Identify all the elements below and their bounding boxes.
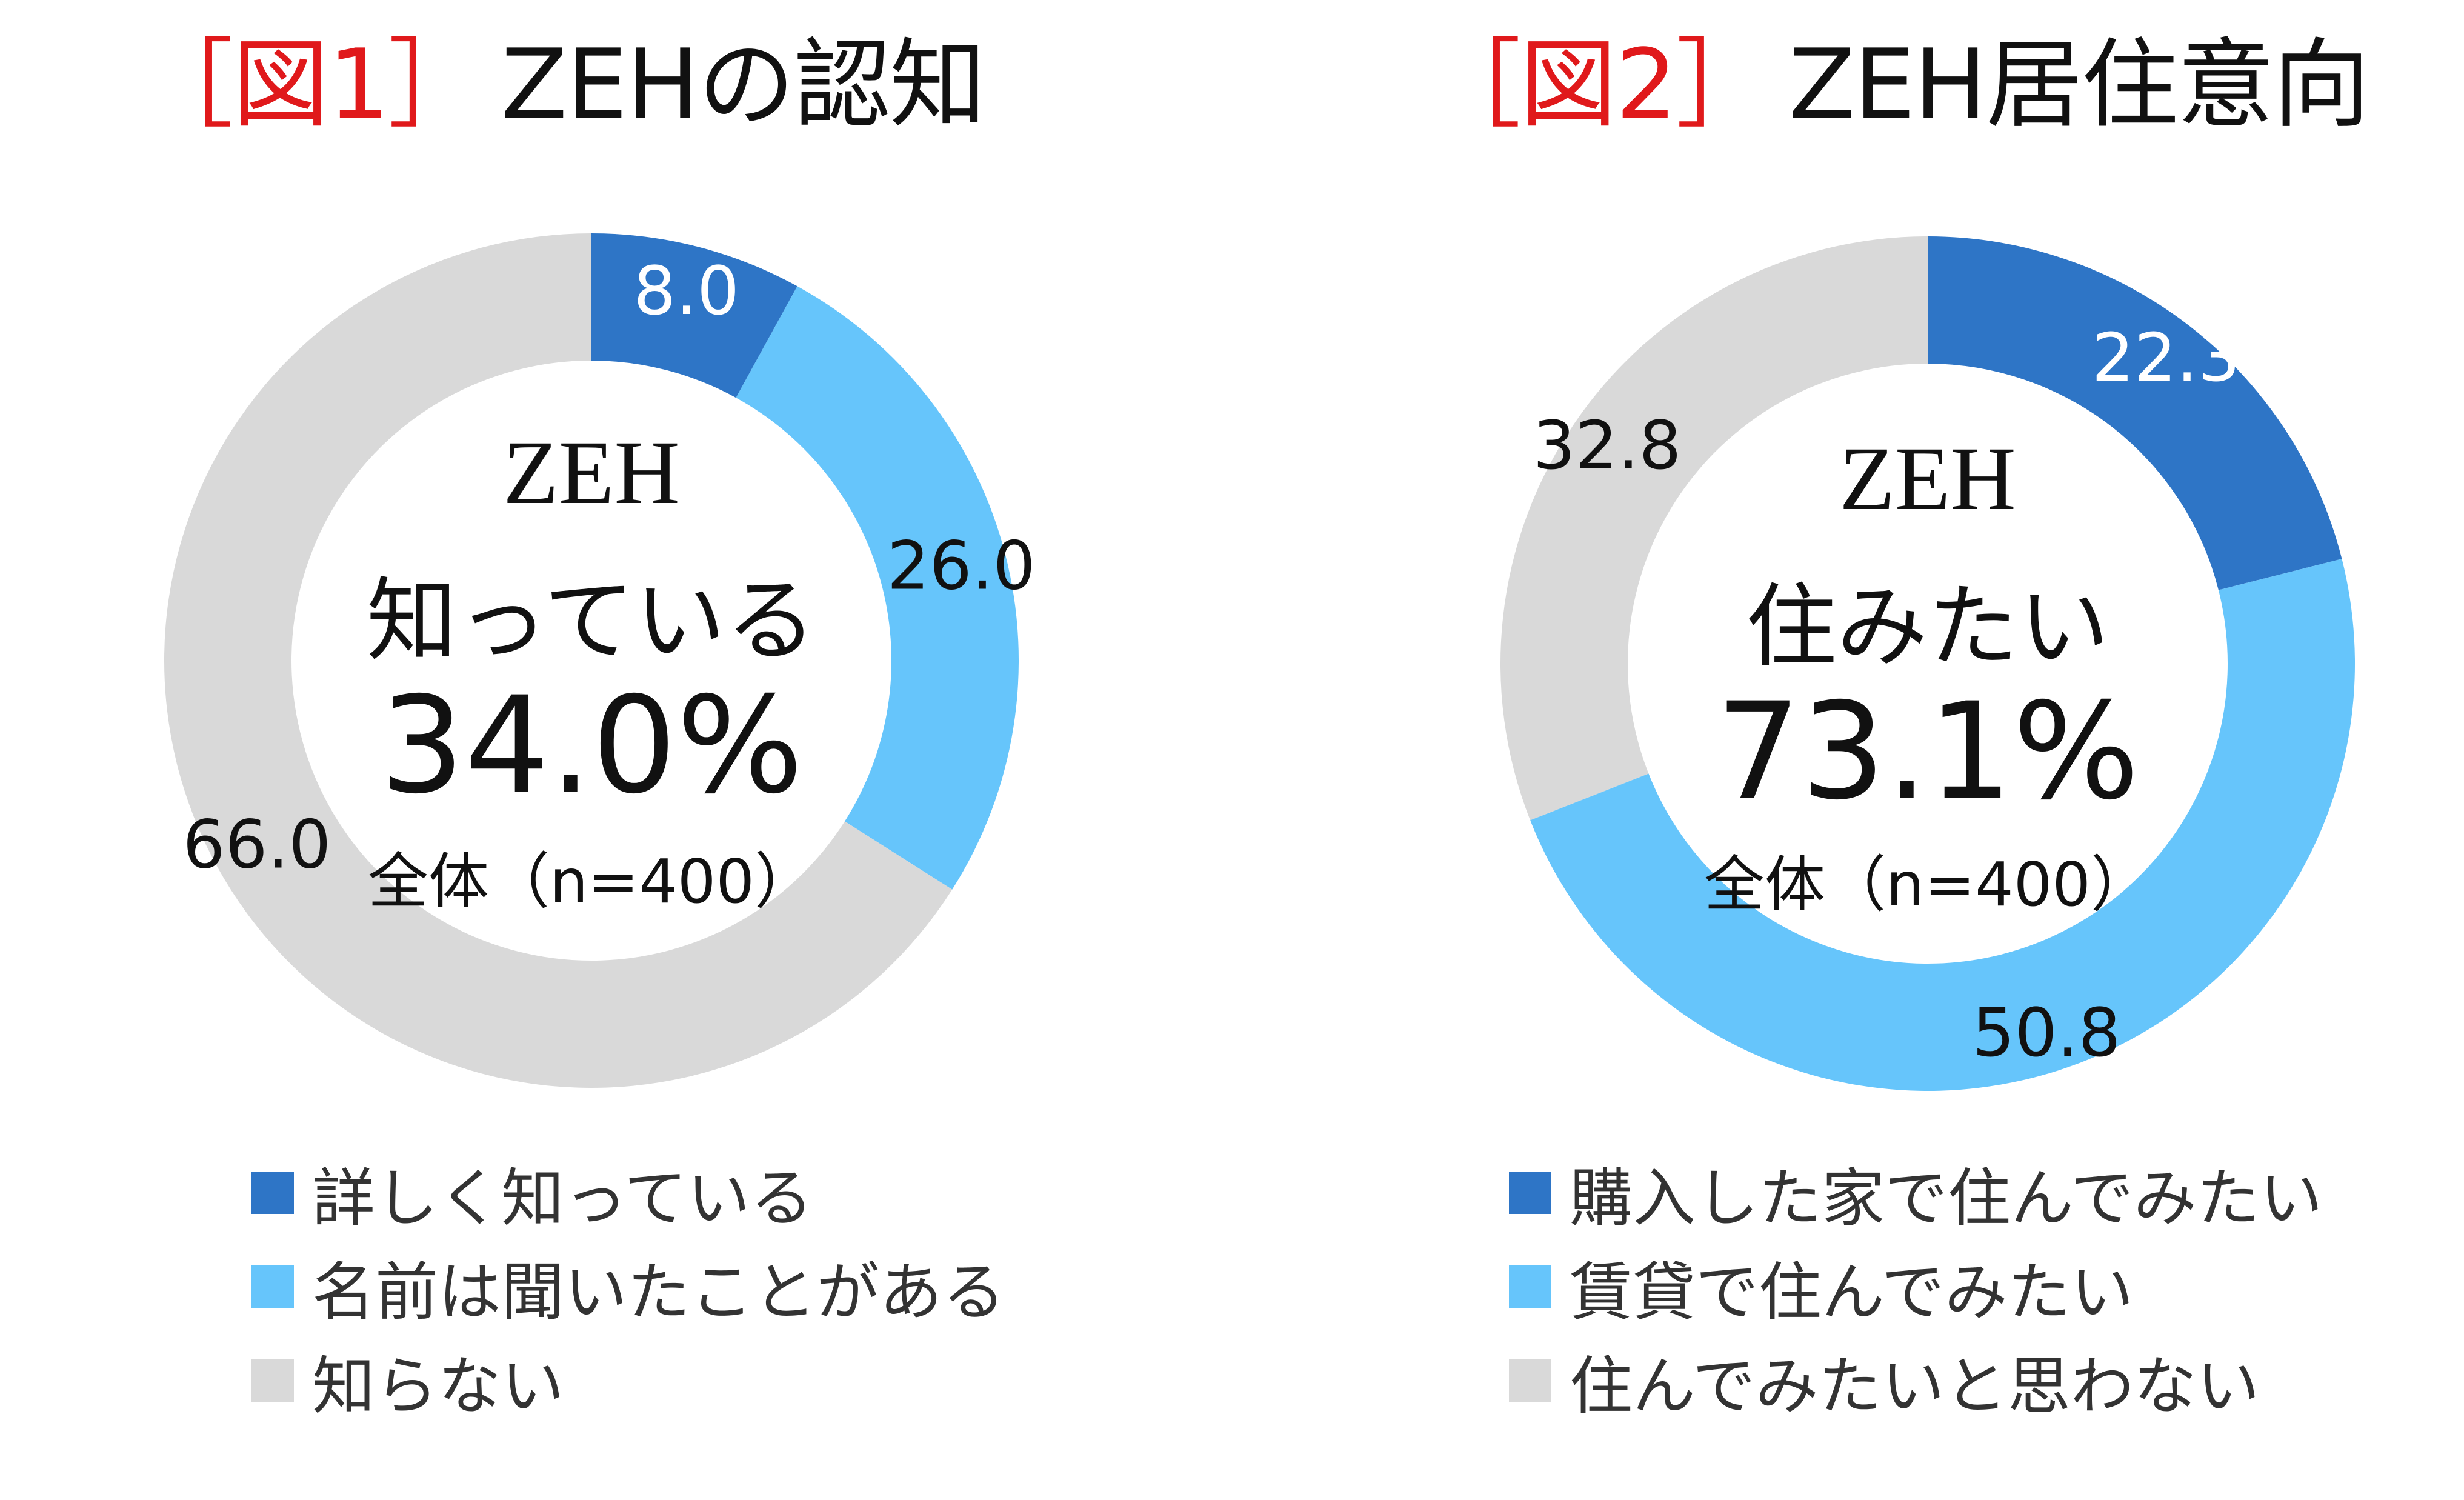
figure-number: ［図1］ <box>136 28 485 141</box>
donut-segment <box>736 286 1019 890</box>
slice-value-label: 8.0 <box>633 252 739 330</box>
donut-segment <box>1500 236 1928 821</box>
legend-swatch <box>1509 1359 1551 1402</box>
slice-value-label: 50.8 <box>1973 994 2121 1072</box>
donut-chart: 22.3 50.8 32.8 <box>1500 236 2355 1091</box>
legend-label: 住んでみたいと思わない <box>1570 1349 2260 1423</box>
legend-swatch <box>1509 1265 1551 1308</box>
legend-swatch <box>251 1171 294 1214</box>
center-topic: ZEH <box>503 422 680 523</box>
donut-segment <box>1928 236 2342 590</box>
legend-item: 賃貸で住んでみたい <box>1509 1239 2323 1333</box>
legend-item: 詳しく知っている <box>251 1145 1005 1239</box>
legend-swatch <box>1509 1171 1551 1214</box>
center-phrase: 知っている <box>366 568 817 674</box>
slice-value-label: 22.3 <box>2092 319 2240 396</box>
legend: 詳しく知っている 名前は聞いたことがある 知らない <box>251 1145 1005 1427</box>
chart-title: ［図1］ ZEHの認知 <box>136 24 987 145</box>
donut-segment <box>164 233 953 1088</box>
center-topic: ZEH <box>1839 428 2016 529</box>
legend-label: 知らない <box>312 1349 565 1423</box>
slice-value-label: 32.8 <box>1533 407 1682 484</box>
donut-segment <box>1530 559 2355 1091</box>
slice-value-label: 26.0 <box>887 527 1036 604</box>
legend-swatch <box>251 1265 294 1308</box>
legend-label: 賃貸で住んでみたい <box>1570 1255 2134 1329</box>
legend-item: 住んでみたいと思わない <box>1509 1333 2323 1427</box>
donut-segment <box>591 233 797 398</box>
legend-label: 名前は聞いたことがある <box>312 1255 1006 1329</box>
center-percent: 73.1% <box>1716 674 2140 829</box>
chart-title-text: ZEHの認知 <box>501 28 987 141</box>
center-base: 全体（n=400） <box>367 846 816 917</box>
chart-title-text: ZEH居住意向 <box>1788 28 2370 141</box>
legend-label: 購入した家で住んでみたい <box>1570 1161 2323 1235</box>
legend-label: 詳しく知っている <box>312 1161 813 1235</box>
legend-item: 名前は聞いたことがある <box>251 1239 1005 1333</box>
figure-1: ［図1］ ZEHの認知 8.0 26.0 66.0 ZEH 知っている 34.0% 全… <box>136 24 1036 1427</box>
center-base: 全体（n=400） <box>1703 849 2152 920</box>
legend-item: 知らない <box>251 1333 1005 1427</box>
legend: 購入した家で住んでみたい 賃貸で住んでみたい 住んでみたいと思わない <box>1509 1145 2323 1427</box>
donut-chart: 8.0 26.0 66.0 <box>164 233 1036 1088</box>
center-percent: 34.0% <box>379 668 804 823</box>
figure-2: ［図2］ ZEH居住意向 22.3 50.8 32.8 ZEH 住みたい 73.1% … <box>1309 0 2464 1500</box>
chart-title: ［図2］ ZEH居住意向 <box>1424 24 2370 145</box>
center-phrase: 住みたい <box>1745 575 2109 680</box>
legend-item: 購入した家で住んでみたい <box>1509 1145 2323 1239</box>
legend-swatch <box>251 1359 294 1402</box>
figure-number: ［図2］ <box>1424 28 1773 141</box>
slice-value-label: 66.0 <box>182 806 331 884</box>
